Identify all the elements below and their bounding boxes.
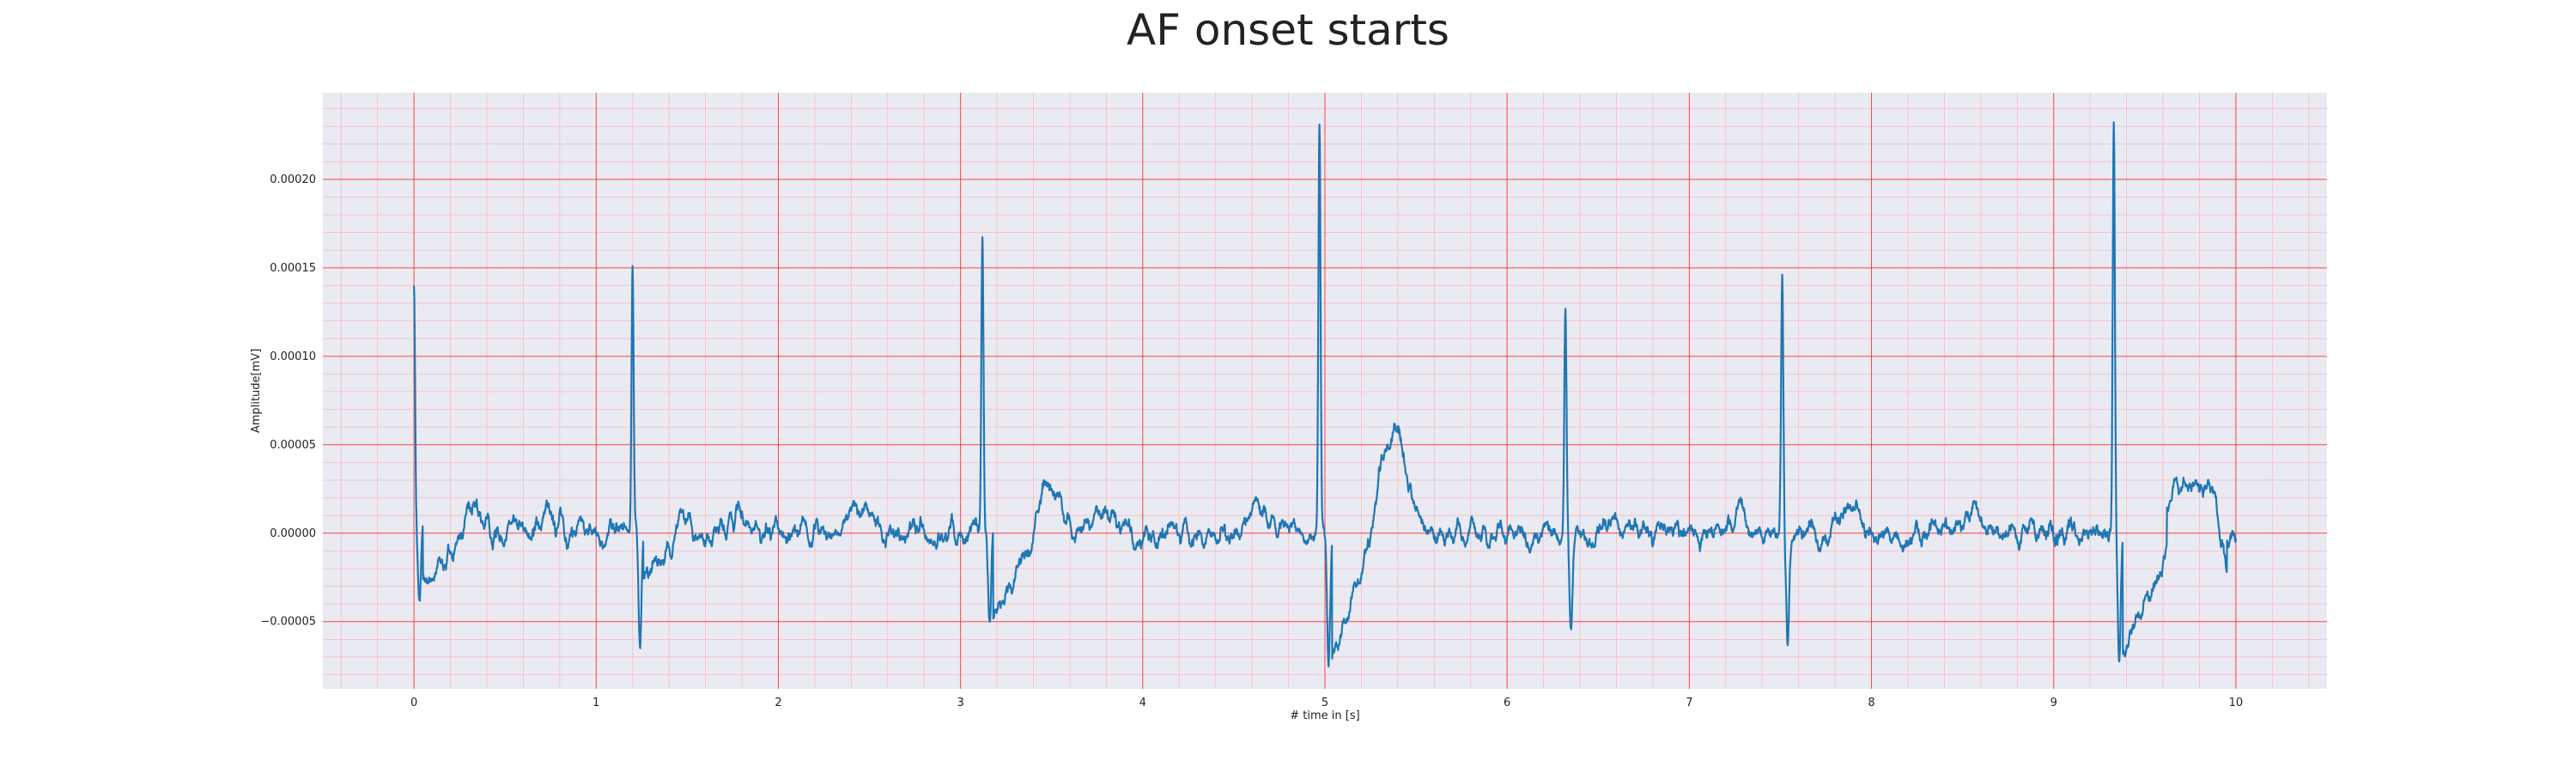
series-line-ecg bbox=[413, 121, 2237, 668]
x-tick-label: 0 bbox=[410, 697, 417, 709]
major-grid bbox=[323, 93, 2327, 689]
y-tick-labels: −0.00005 0.00000 0.00005 0.00010 0.00015 0.00… bbox=[260, 173, 316, 629]
x-tick-labels: 0 1 2 3 4 5 6 7 8 9 10 bbox=[410, 697, 2243, 709]
y-tick-label: 0.00010 bbox=[270, 350, 316, 363]
x-tick-label: 9 bbox=[2050, 697, 2057, 709]
x-tick-label: 4 bbox=[1139, 697, 1146, 709]
x-tick-label: 6 bbox=[1504, 697, 1510, 709]
y-axis-label: Amplitude[mV] bbox=[250, 349, 263, 433]
x-tick-label: 10 bbox=[2229, 697, 2244, 709]
x-tick-label: 3 bbox=[957, 697, 963, 709]
x-tick-label: 8 bbox=[1868, 697, 1874, 709]
chart-title: AF onset starts bbox=[1127, 5, 1449, 55]
y-tick-label: 0.00000 bbox=[270, 527, 316, 540]
y-tick-label: 0.00020 bbox=[270, 173, 316, 186]
y-tick-label: 0.00015 bbox=[270, 262, 316, 275]
y-tick-label: −0.00005 bbox=[260, 616, 316, 629]
x-tick-label: 1 bbox=[592, 697, 599, 709]
x-tick-label: 2 bbox=[775, 697, 781, 709]
x-tick-label: 5 bbox=[1321, 697, 1328, 709]
x-axis-label: # time in [s] bbox=[1290, 709, 1359, 722]
x-tick-label: 7 bbox=[1686, 697, 1692, 709]
y-tick-label: 0.00005 bbox=[270, 439, 316, 452]
